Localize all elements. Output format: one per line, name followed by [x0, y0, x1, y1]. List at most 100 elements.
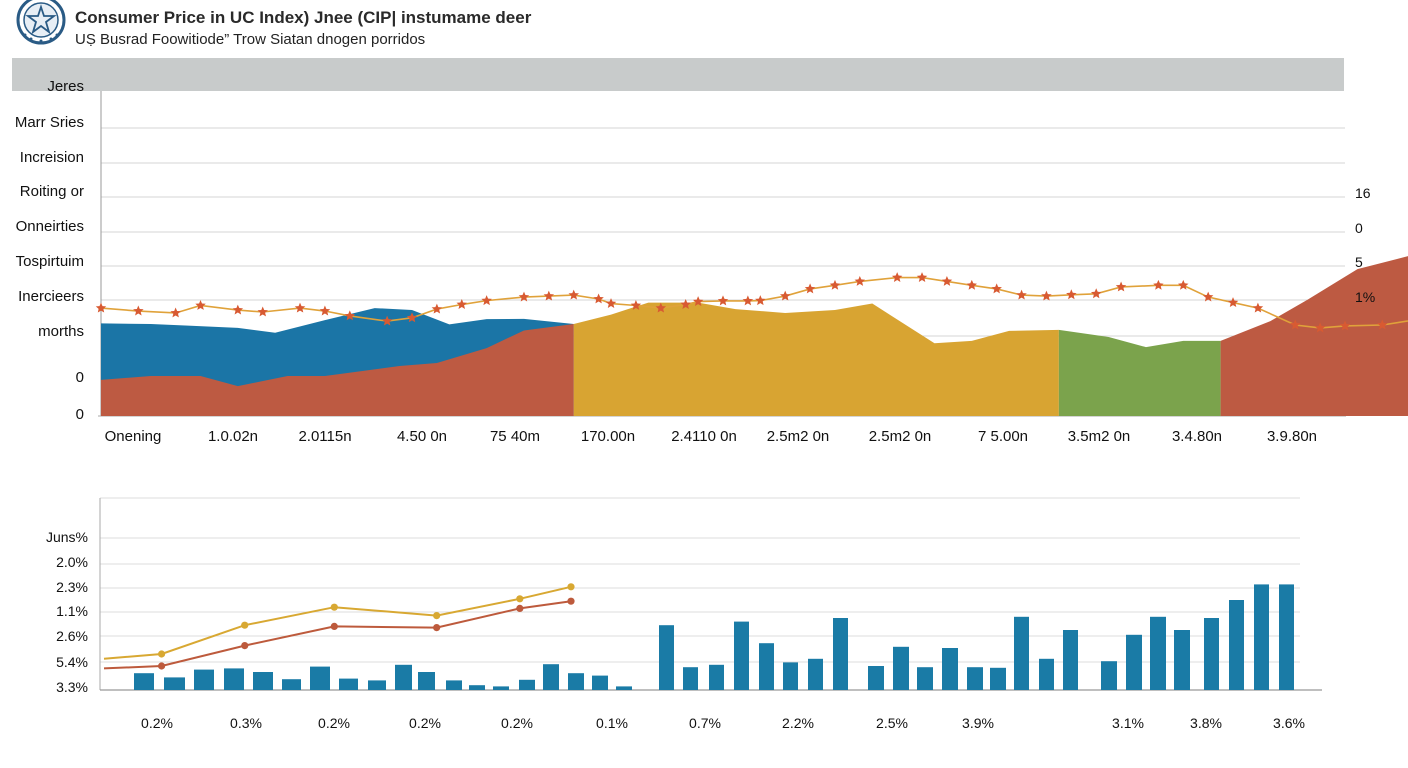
star-marker-21 — [680, 299, 691, 309]
bar-y-tick-0: Juns% — [46, 529, 88, 545]
star-marker-45 — [1290, 319, 1301, 330]
area-x-tick-2: 2.0115n — [298, 428, 351, 445]
left-label-4: Onneirties — [16, 218, 84, 235]
line-marker-gold-2 — [330, 603, 338, 611]
bar-x-tick-7: 2.2% — [782, 715, 814, 731]
star-marker-28 — [829, 279, 841, 290]
star-marker-25 — [755, 295, 766, 306]
star-marker-42 — [1202, 291, 1214, 302]
line-series-gold — [103, 585, 572, 660]
bar-x-tick-3: 0.2% — [409, 715, 441, 731]
chart-header: Consumer Price in UC Index) Jnee (CIP| i… — [0, 0, 1408, 56]
line-marker-red-0 — [157, 662, 166, 670]
star-marker-26 — [780, 290, 791, 301]
bar-25 — [808, 658, 823, 690]
bar-y-tick-5: 5.4% — [56, 654, 88, 670]
bar-1 — [164, 677, 185, 690]
bar-x-tick-6: 0.7% — [689, 715, 721, 731]
bar-x-tick-5: 0.1% — [596, 715, 628, 731]
star-marker-3 — [195, 300, 206, 310]
star-marker-8 — [344, 310, 355, 321]
bar-15 — [543, 664, 559, 690]
bar-35 — [1063, 630, 1078, 690]
star-marker-38 — [1091, 288, 1102, 299]
bar-19 — [659, 625, 674, 690]
bar-17 — [592, 675, 608, 690]
bar-33 — [1014, 616, 1029, 690]
area-chart-gridlines — [101, 127, 1345, 337]
area-x-tick-9: 7 5.00n — [978, 428, 1028, 445]
bar-30 — [942, 648, 958, 690]
star-marker-15 — [543, 290, 555, 301]
bar-x-tick-0: 0.2% — [141, 715, 173, 731]
bar-y-tick-2: 2.3% — [56, 579, 88, 595]
left-label-7: morths — [38, 323, 84, 340]
bar-y-tick-4: 2.6% — [56, 628, 88, 644]
line-marker-gold-1 — [241, 621, 249, 629]
bar-y-tick-3: 1.1% — [56, 603, 88, 619]
area-x-tick-5: 170.00n — [581, 428, 635, 445]
star-marker-10 — [406, 312, 418, 323]
right-tick-1: 0 — [1355, 220, 1363, 236]
area-x-tick-4: 75 40m — [490, 428, 540, 445]
line-marker-red-5 — [567, 597, 575, 605]
left-label-9: 0 — [76, 406, 84, 423]
area-x-tick-0: Onening — [105, 428, 162, 445]
bar-14 — [519, 679, 535, 690]
area-green-mid — [1058, 329, 1221, 416]
line-marker-red-3 — [433, 624, 441, 632]
star-marker-17 — [593, 293, 604, 304]
star-marker-16 — [568, 289, 579, 300]
star-marker-31 — [916, 272, 928, 282]
area-red-rise — [1220, 256, 1408, 416]
bar-3 — [224, 668, 244, 690]
left-label-8: 0 — [76, 369, 84, 386]
star-marker-41 — [1178, 279, 1189, 290]
bar-37 — [1126, 634, 1142, 690]
bar-24 — [783, 662, 798, 690]
star-marker-48 — [1377, 319, 1388, 330]
bar-2 — [194, 669, 214, 690]
star-marker-40 — [1153, 279, 1164, 290]
bar-26 — [833, 618, 848, 690]
bar-23 — [759, 643, 774, 690]
bar-x-tick-8: 2.5% — [876, 715, 908, 731]
star-marker-29 — [854, 276, 866, 286]
bar-41 — [1229, 600, 1244, 690]
bar-x-tick-2: 0.2% — [318, 715, 350, 731]
bar-20 — [683, 667, 698, 690]
bar-4 — [253, 672, 273, 690]
left-label-0: Jeres — [47, 78, 84, 95]
bar-10 — [418, 672, 435, 690]
star-marker-44 — [1252, 302, 1264, 313]
star-marker-27 — [804, 283, 816, 294]
star-marker-13 — [481, 295, 492, 306]
star-marker-32 — [941, 276, 953, 286]
area-chart: Jeres Marr Sries Increision Roiting or Onnei… — [12, 58, 1408, 445]
area-x-tick-12: 3.9.80n — [1267, 428, 1317, 445]
star-marker-33 — [966, 279, 977, 290]
bar-x-tick-4: 0.2% — [501, 715, 533, 731]
area-x-tick-6: 2.4110 0n — [671, 428, 737, 445]
star-marker-23 — [717, 295, 729, 306]
bar-5 — [282, 679, 301, 690]
chart-subtitle: UṢ Busrad Foowitiode” Trow Siatan dnoge… — [75, 31, 426, 48]
star-marker-14 — [518, 291, 530, 302]
area-x-tick-7: 2.5m2 0n — [767, 428, 830, 445]
star-marker-39 — [1115, 281, 1127, 292]
line-marker-red-2 — [330, 622, 338, 630]
star-series-line — [100, 276, 1408, 329]
bar-7 — [339, 678, 358, 690]
star-marker-7 — [319, 305, 331, 316]
bar-29 — [917, 667, 933, 690]
bar-32 — [990, 667, 1006, 690]
star-marker-46 — [1314, 322, 1326, 333]
bar-y-tick-1: 2.0% — [56, 554, 88, 570]
right-tick-3: 1% — [1355, 289, 1375, 305]
bar-chart: Juns% 2.0% 2.3% 1.1% 2.6% 5.4% 3.3% 0.2% 0.3% 0.… — [46, 497, 1322, 731]
bar-43 — [1279, 584, 1294, 690]
area-x-tick-10: 3.5m2 0n — [1068, 428, 1131, 445]
star-marker-0 — [95, 302, 107, 313]
star-marker-24 — [742, 295, 754, 306]
bar-18 — [616, 686, 632, 690]
